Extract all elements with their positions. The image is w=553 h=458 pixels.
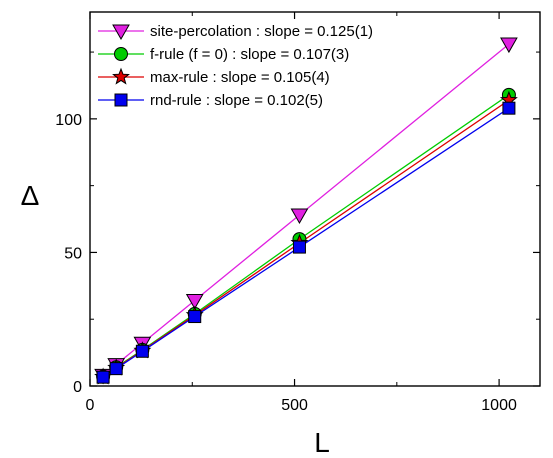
legend-marker [112, 24, 130, 41]
legend-marker [112, 67, 130, 85]
x-tick-label: 500 [281, 397, 308, 414]
series-markers [94, 37, 518, 385]
x-tick-label: 0 [86, 397, 95, 414]
data-point [96, 370, 110, 384]
legend-label: max-rule : slope = 0.105(4) [150, 69, 330, 86]
data-point [290, 208, 309, 225]
x-tick-label: 1000 [481, 397, 517, 414]
y-axis-label: Δ [21, 180, 40, 211]
legend: site-percolation : slope = 0.125(1) f-rul… [98, 23, 373, 109]
legend-label: f-rule (f = 0) : slope = 0.107(3) [150, 46, 349, 63]
data-point [188, 310, 202, 324]
data-point [185, 294, 204, 310]
data-point [292, 240, 306, 254]
x-axis-label: L [314, 427, 330, 458]
series-line [102, 107, 510, 378]
legend-label: site-percolation : slope = 0.125(1) [150, 23, 373, 40]
legend-marker [114, 47, 128, 61]
axis-ticks: 0 500 1000 0 50 100 [55, 12, 540, 414]
y-tick-label: 0 [73, 379, 82, 396]
legend-label: rnd-rule : slope = 0.102(5) [150, 92, 323, 109]
data-point [502, 101, 516, 115]
data-point [500, 37, 518, 54]
data-point [135, 344, 149, 358]
data-point [109, 362, 123, 376]
legend-marker [114, 93, 128, 107]
y-tick-label: 50 [64, 245, 82, 262]
y-tick-label: 100 [55, 112, 82, 129]
plot-frame [89, 11, 541, 387]
series-line [102, 94, 510, 378]
